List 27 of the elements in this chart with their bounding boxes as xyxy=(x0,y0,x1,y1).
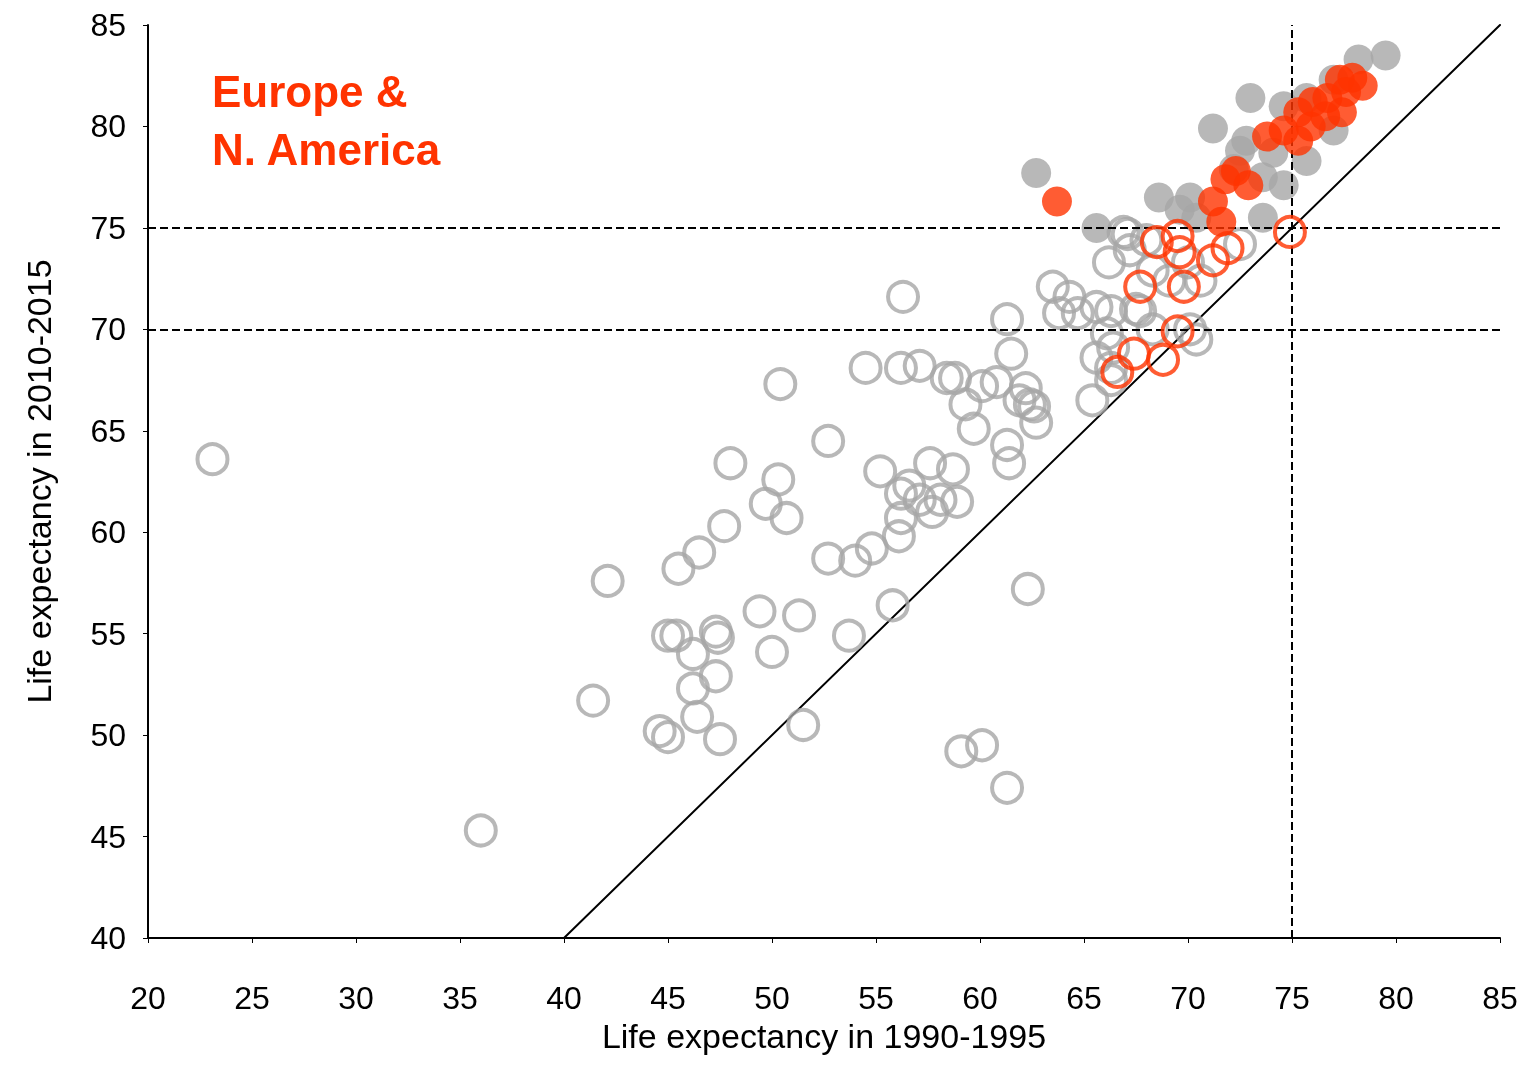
x-tick-label: 30 xyxy=(338,980,374,1016)
y-tick-label: 70 xyxy=(90,311,126,348)
x-tick-label: 50 xyxy=(754,980,790,1016)
y-tick-label: 55 xyxy=(90,615,126,652)
x-tick-label: 75 xyxy=(1274,980,1310,1016)
x-tick-label: 40 xyxy=(546,980,582,1016)
y-tick-label: 60 xyxy=(90,514,126,551)
y-tick-label: 85 xyxy=(90,7,126,43)
annotation: Europe & N. America xyxy=(212,66,441,174)
x-tick-label: 80 xyxy=(1378,980,1414,1016)
y-tick-label: 75 xyxy=(90,209,126,246)
x-axis-title: Life expectancy in 1990-1995 xyxy=(601,1016,1047,1055)
x-tick-label: 25 xyxy=(234,980,270,1016)
y-axis-title: Life expectancy in 2010-2015 xyxy=(20,259,58,704)
y-tick-label: 50 xyxy=(90,717,126,754)
x-tick-label: 55 xyxy=(858,980,894,1016)
y-tick-label: 45 xyxy=(90,818,126,855)
y-tick-label: 65 xyxy=(90,412,126,449)
x-tick-label: 45 xyxy=(650,980,686,1016)
x-tick-label: 35 xyxy=(442,980,478,1016)
x-tick-label: 70 xyxy=(1170,980,1206,1016)
x-tick-label: 85 xyxy=(1482,980,1518,1016)
x-tick-label: 20 xyxy=(130,980,166,1016)
x-tick-label: 60 xyxy=(962,980,998,1016)
y-tick-label: 40 xyxy=(90,920,126,956)
x-tick-label: 65 xyxy=(1066,980,1102,1016)
y-tick-label: 80 xyxy=(90,108,126,145)
